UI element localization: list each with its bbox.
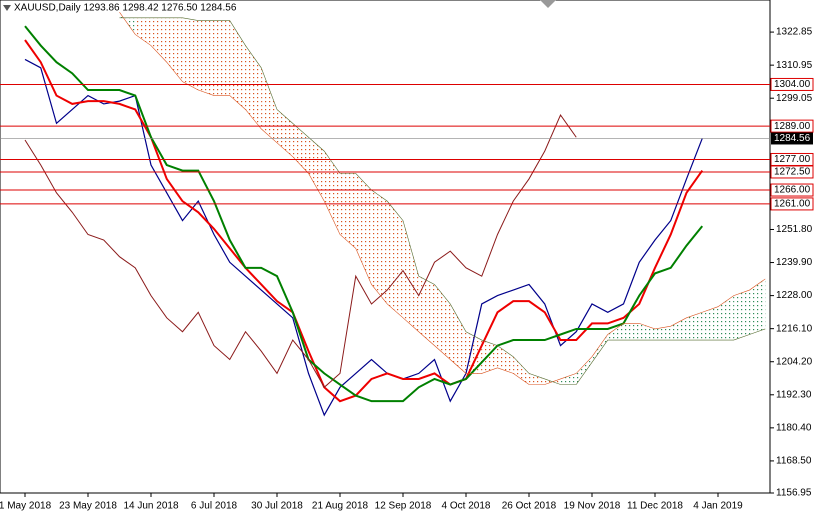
cloud-segment: [718, 295, 734, 341]
cloud-segment: [151, 17, 167, 63]
cloud-segment: [450, 303, 466, 374]
level-label-box: [770, 183, 814, 197]
chart-title: XAUUSD,Daily 1293.86 1298.42 1276.50 128…: [14, 3, 237, 14]
cloud-segment: [308, 137, 325, 202]
cloud-segment: [655, 326, 671, 341]
y-tick-label: 1168.50: [776, 456, 812, 467]
level-label: 1272.50: [774, 167, 811, 178]
cloud-segment: [497, 345, 514, 374]
cloud-segment: [340, 173, 356, 249]
cloud-segment: [529, 373, 545, 385]
x-tick-label: 12 Sep 2018: [375, 501, 432, 512]
cloud-segment: [182, 17, 199, 91]
y-tick-label: 1239.90: [776, 257, 813, 268]
cloud-segment: [686, 312, 703, 341]
level-label-box: [770, 77, 814, 91]
cloud-segment: [733, 290, 750, 341]
y-tick-label: 1310.95: [776, 60, 813, 71]
x-tick-label: 1 May 2018: [0, 501, 52, 512]
cloud-segment: [466, 331, 482, 374]
y-tick-label: 1156.95: [776, 488, 812, 499]
y-tick-label: 1180.40: [776, 422, 812, 433]
y-tick-label: 1322.85: [776, 27, 813, 38]
series-line: [24, 58, 703, 417]
cloud-segment: [166, 17, 183, 82]
y-tick-label: 1204.20: [776, 356, 813, 367]
y-tick-label: 1216.10: [776, 323, 813, 334]
series-line: [119, 12, 766, 385]
y-tick-label: 1251.80: [776, 224, 813, 235]
cloud-segment: [261, 67, 277, 143]
level-label: 1289.00: [774, 121, 811, 132]
cloud-segment: [434, 284, 451, 360]
cloud-segment: [513, 356, 529, 385]
x-tick-label: 4 Jan 2019: [693, 501, 743, 512]
x-tick-label: 14 Jun 2018: [123, 501, 178, 512]
level-label: 1261.00: [774, 199, 811, 210]
cloud-segment: [198, 20, 214, 96]
level-label: 1266.00: [774, 185, 811, 196]
x-tick-label: 23 May 2018: [59, 501, 117, 512]
series-line: [24, 114, 577, 389]
level-label-box: [770, 197, 814, 211]
cloud-segment: [403, 220, 419, 332]
cloud-segment: [214, 20, 230, 96]
series-line: [24, 25, 704, 403]
series-line: [119, 17, 766, 385]
current-price-label: 1284.56: [774, 133, 811, 144]
shift-marker: [540, 0, 556, 8]
x-tick-label: 21 Aug 2018: [312, 501, 369, 512]
current-price-box: [771, 132, 813, 145]
cloud-segment: [245, 45, 262, 129]
cloud-segment: [607, 323, 624, 341]
level-label-box: [770, 165, 814, 179]
x-tick-label: 19 Nov 2018: [564, 501, 621, 512]
series-line: [24, 39, 704, 403]
x-tick-label: 30 Jul 2018: [251, 501, 303, 512]
cloud-segment: [639, 323, 655, 341]
cloud-segment: [277, 109, 293, 157]
cloud-segment: [229, 20, 246, 110]
y-tick-label: 1299.05: [776, 93, 813, 104]
y-tick-label: 1228.00: [776, 290, 813, 301]
cloud-segment: [135, 17, 151, 46]
level-label: 1304.00: [774, 79, 811, 90]
cloud-segment: [560, 373, 577, 385]
cloud-segment: [702, 306, 718, 341]
y-tick-label: 1192.30: [776, 389, 812, 400]
cloud-segment: [576, 356, 592, 385]
cloud-segment: [292, 123, 309, 174]
level-label-box: [770, 119, 814, 133]
cloud-segment: [670, 317, 687, 341]
level-label-box: [770, 152, 814, 166]
symbol-icon: [3, 5, 11, 11]
x-tick-label: 6 Jul 2018: [191, 501, 238, 512]
cloud-segment: [371, 190, 388, 304]
cloud-segment: [623, 323, 640, 341]
cloud-segment: [749, 278, 766, 335]
x-tick-label: 11 Dec 2018: [627, 501, 683, 512]
x-tick-label: 26 Oct 2018: [502, 501, 557, 512]
x-tick-label: 4 Oct 2018: [442, 501, 491, 512]
level-label: 1277.00: [774, 154, 811, 165]
cloud-segment: [592, 334, 608, 363]
cloud-segment: [387, 201, 403, 318]
cloud-segment: [418, 276, 435, 346]
